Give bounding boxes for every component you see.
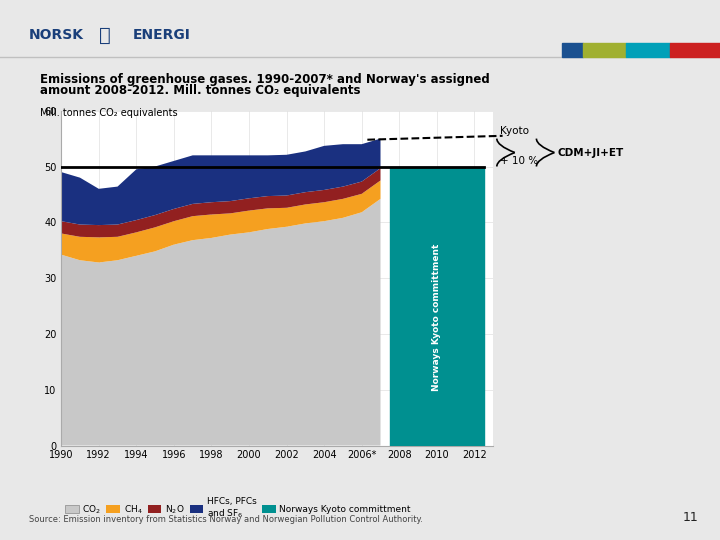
Text: 11: 11 — [683, 511, 698, 524]
Text: Mill. tonnes CO₂ equivalents: Mill. tonnes CO₂ equivalents — [40, 108, 177, 118]
Legend: CO$_2$, CH$_4$, N$_2$O, HFCs, PFCs
and SF$_6$, Norways Kyoto committment: CO$_2$, CH$_4$, N$_2$O, HFCs, PFCs and S… — [61, 494, 415, 524]
Text: Source: Emission inventory from Statistics Norway and Norwegian Pollution Contro: Source: Emission inventory from Statisti… — [29, 515, 423, 524]
Text: amount 2008-2012. Mill. tonnes CO₂ equivalents: amount 2008-2012. Mill. tonnes CO₂ equiv… — [40, 84, 360, 97]
Text: Emissions of greenhouse gases. 1990-2007* and Norway's assigned: Emissions of greenhouse gases. 1990-2007… — [40, 73, 490, 86]
Text: Norways Kyoto committment: Norways Kyoto committment — [432, 244, 441, 391]
Text: CDM+JI+ET: CDM+JI+ET — [558, 147, 624, 158]
Text: ENERGI: ENERGI — [133, 28, 191, 42]
Text: Ⓚ: Ⓚ — [99, 25, 110, 45]
Text: NORSK: NORSK — [29, 28, 84, 42]
Text: Kyoto: Kyoto — [500, 126, 529, 136]
Text: + 10 %: + 10 % — [500, 156, 539, 166]
Bar — [390, 166, 484, 445]
